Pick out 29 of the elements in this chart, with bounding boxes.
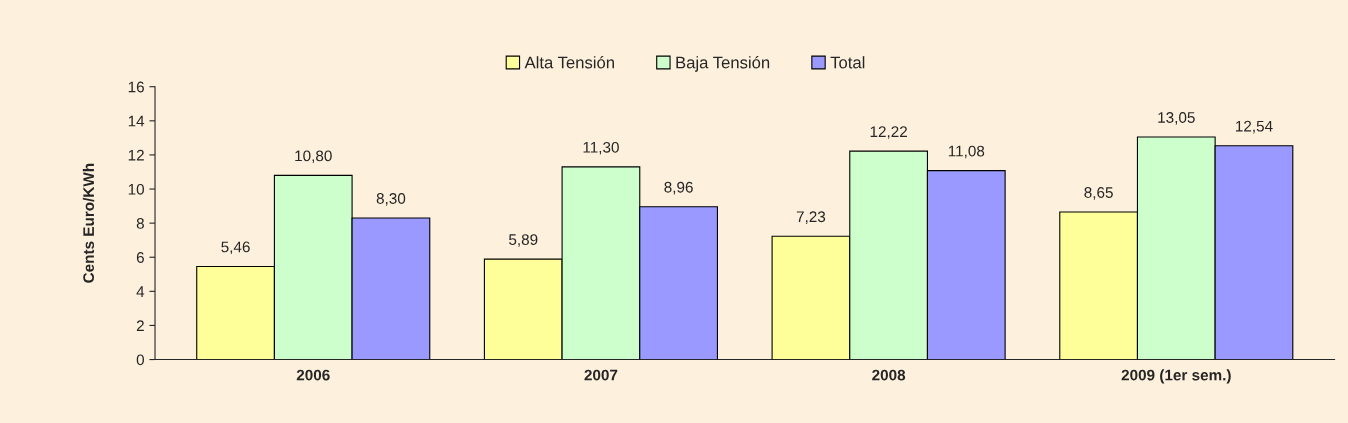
data-label: 5,89 <box>509 234 538 247</box>
data-label: 12,22 <box>870 126 907 139</box>
legend-label: Alta Tensión <box>524 55 614 69</box>
data-label: 5,46 <box>221 241 250 255</box>
data-label: 12,54 <box>1236 120 1273 134</box>
data-label: 8,65 <box>1084 187 1113 200</box>
y-tick-label: 2 <box>136 320 144 331</box>
legend-label: Baja Tensión <box>676 55 770 72</box>
data-label: 8,96 <box>664 181 693 195</box>
y-tick-label: 4 <box>136 286 145 297</box>
x-tick-label: 2006 <box>296 369 330 381</box>
y-tick-label: 10 <box>128 183 145 195</box>
data-label: 7,23 <box>796 211 826 224</box>
data-label: 13,05 <box>1158 112 1195 125</box>
data-label: 11,30 <box>583 141 619 155</box>
y-tick-label: 8 <box>136 218 144 229</box>
y-tick-label: 12 <box>128 149 144 161</box>
data-label: 8,30 <box>376 193 406 206</box>
data-label: 11,08 <box>948 145 985 159</box>
y-tick-label: 14 <box>128 115 145 127</box>
y-tick-label: 0 <box>136 354 145 366</box>
x-tick-label: 2009 (1er sem.) <box>1121 369 1231 384</box>
y-tick-label: 16 <box>128 81 144 93</box>
x-tick-label: 2007 <box>584 369 618 381</box>
legend-label: Total <box>830 56 865 69</box>
data-label: 10,80 <box>295 150 332 164</box>
y-axis-title: Cents Euro/KWh <box>82 163 95 283</box>
x-tick-label: 2008 <box>872 369 906 381</box>
y-tick-label: 6 <box>136 252 144 263</box>
